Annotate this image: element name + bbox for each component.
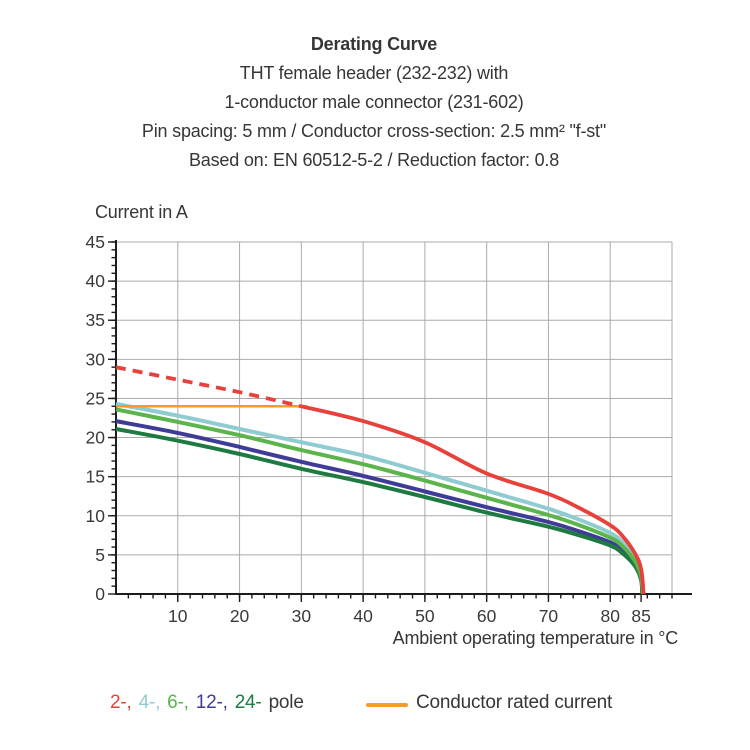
title-block: Derating Curve THT female header (232-23…: [0, 30, 748, 175]
series-6-pole: [115, 407, 645, 595]
x-tick-label: 85: [631, 606, 650, 626]
series-12-pole: [115, 419, 645, 595]
gridlines: [116, 241, 673, 594]
tick-marks: [108, 241, 673, 602]
chart-subtitle-1: THT female header (232-232) with: [239, 63, 509, 83]
legend-pole-6: 6-,: [167, 692, 189, 713]
x-tick-label: 50: [415, 606, 435, 626]
y-tick-label: 15: [86, 467, 105, 487]
y-tick-label: 5: [95, 545, 105, 565]
y-tick-label: 30: [86, 349, 106, 369]
y-tick-label: 40: [86, 271, 106, 291]
x-tick-label: 20: [230, 606, 250, 626]
series-24-pole: [115, 427, 645, 595]
y-tick-label: 45: [86, 232, 105, 252]
chart-subtitle-3: Pin spacing: 5 mm / Conductor cross-sect…: [141, 121, 607, 141]
x-tick-label: 10: [168, 606, 188, 626]
x-tick-label: 80: [600, 606, 620, 626]
y-tick-label: 20: [86, 428, 106, 448]
rated-current-legend-label: Conductor rated current: [416, 692, 613, 713]
legend-pole-pole: pole: [268, 692, 304, 713]
legend-pole-4: 4-,: [138, 692, 161, 713]
series-curves: [115, 365, 646, 595]
x-axis-title: Ambient operating temperature in °C: [392, 628, 679, 648]
y-tick-label: 35: [86, 310, 105, 330]
x-tick-label: 30: [292, 606, 312, 626]
x-tick-label: 40: [353, 606, 373, 626]
x-tick-label: 60: [477, 606, 497, 626]
chart-subtitle-4: Based on: EN 60512-5-2 / Reduction facto…: [188, 150, 560, 170]
chart-title: Derating Curve: [310, 34, 438, 54]
legend-poles: 2-, 4-, 6-, 12-, 24- pole: [110, 692, 311, 714]
legend-pole-12: 12-,: [195, 692, 228, 713]
y-tick-label: 0: [95, 584, 105, 604]
y-tick-label: 10: [86, 506, 106, 526]
y-tick-label: 25: [86, 388, 105, 408]
chart-subtitle-2: 1-conductor male connector (231-602): [224, 92, 524, 112]
rated-current-legend-line: [366, 703, 408, 707]
x-tick-label: 70: [539, 606, 559, 626]
legend-pole-24: 24-: [234, 692, 262, 713]
tick-labels: 0 5 10 15 20 25 30 35 40 45 10 20 30 40 50 60 70 80 85: [86, 232, 651, 626]
legend-pole-2: 2-,: [110, 692, 132, 713]
series-2-pole: [115, 365, 302, 409]
y-axis-title: Current in A: [95, 202, 188, 222]
axes: [115, 240, 692, 595]
series-2-pole: [300, 404, 646, 595]
